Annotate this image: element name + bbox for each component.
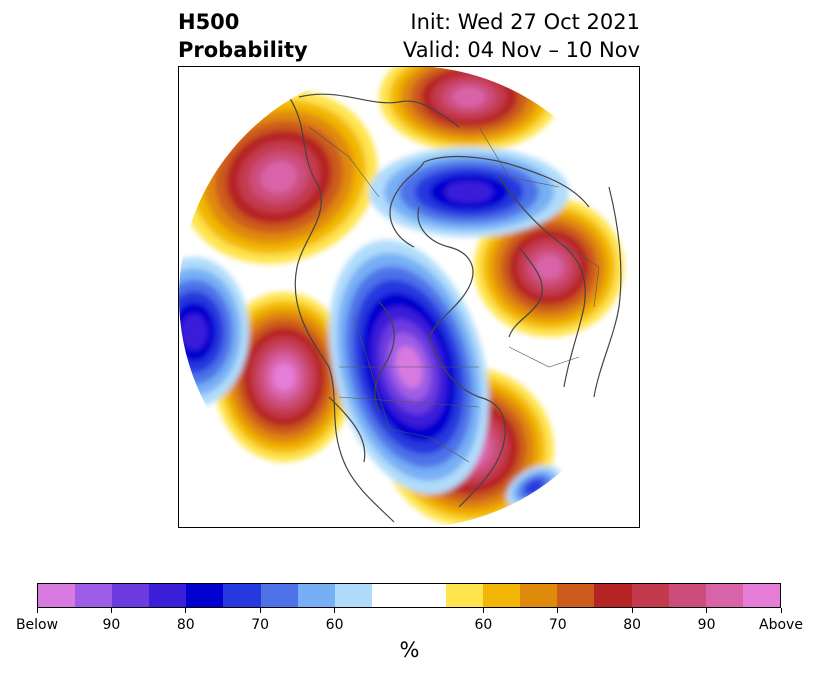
coastlines bbox=[288, 93, 622, 523]
map-panel bbox=[178, 66, 640, 528]
colorbar-swatch bbox=[557, 584, 595, 607]
colorbar-tick-label: Below bbox=[15, 617, 59, 633]
colorbar-swatch bbox=[186, 584, 224, 607]
colorbar-tick-label: 90 bbox=[697, 617, 716, 633]
colorbar-tick-label: 60 bbox=[474, 617, 493, 633]
colorbar-swatch bbox=[408, 584, 447, 607]
colorbar-tick bbox=[631, 608, 633, 613]
country-borders bbox=[308, 126, 600, 463]
colorbar-tick bbox=[185, 608, 187, 613]
colorbar-swatch bbox=[334, 584, 372, 607]
colorbar-tick-label: 90 bbox=[102, 617, 121, 633]
anomaly-contour bbox=[260, 160, 298, 194]
map-disk bbox=[179, 67, 639, 527]
colorbar-tick bbox=[706, 608, 708, 613]
colorbar-tick bbox=[110, 608, 112, 613]
colorbar-tick bbox=[334, 608, 336, 613]
anomaly-contour bbox=[180, 313, 208, 351]
colorbar-swatch bbox=[668, 584, 706, 607]
colorbar-tick-label: 70 bbox=[251, 617, 270, 633]
colorbar-tick bbox=[780, 608, 782, 613]
colorbar-tick bbox=[36, 608, 38, 613]
colorbar-tick-label: 60 bbox=[325, 617, 344, 633]
anomaly-contour bbox=[452, 86, 486, 108]
colorbar bbox=[37, 583, 781, 608]
colorbar-swatch bbox=[520, 584, 558, 607]
title-left: H500 Probability bbox=[178, 10, 308, 62]
colorbar-tick-label: 80 bbox=[176, 617, 195, 633]
colorbar-swatch bbox=[594, 584, 632, 607]
colorbar-swatch bbox=[742, 584, 780, 607]
anomaly-contour bbox=[272, 362, 296, 392]
colorbar-tick bbox=[557, 608, 559, 613]
colorbar-swatch bbox=[371, 584, 409, 607]
colorbar-tick-label: 70 bbox=[548, 617, 567, 633]
anomaly-contour bbox=[535, 253, 563, 281]
colorbar-swatch bbox=[149, 584, 187, 607]
colorbar-swatch bbox=[483, 584, 521, 607]
colorbar-unit: % bbox=[399, 638, 420, 662]
colorbar-ticks: Below 90 80 70 60 60 70 80 90 Above bbox=[16, 608, 803, 638]
colorbar-swatch bbox=[631, 584, 669, 607]
title-right: Init: Wed 27 Oct 2021 Valid: 04 Nov – 10… bbox=[403, 10, 640, 62]
colorbar-tick-label: 80 bbox=[623, 617, 642, 633]
colorbar-swatch bbox=[260, 584, 298, 607]
anomaly-contour bbox=[444, 181, 494, 203]
colorbar-swatch bbox=[705, 584, 743, 607]
colorbar-swatch bbox=[75, 584, 113, 607]
colorbar-swatch bbox=[297, 584, 335, 607]
colorbar-swatch bbox=[38, 584, 76, 607]
colorbar-tick-label: Above bbox=[759, 617, 803, 633]
colorbar-tick bbox=[259, 608, 261, 613]
colorbar-swatch bbox=[112, 584, 150, 607]
colorbar-swatch bbox=[446, 584, 484, 607]
colorbar-tick bbox=[482, 608, 484, 613]
probability-map bbox=[179, 67, 639, 527]
colorbar-swatch bbox=[223, 584, 261, 607]
